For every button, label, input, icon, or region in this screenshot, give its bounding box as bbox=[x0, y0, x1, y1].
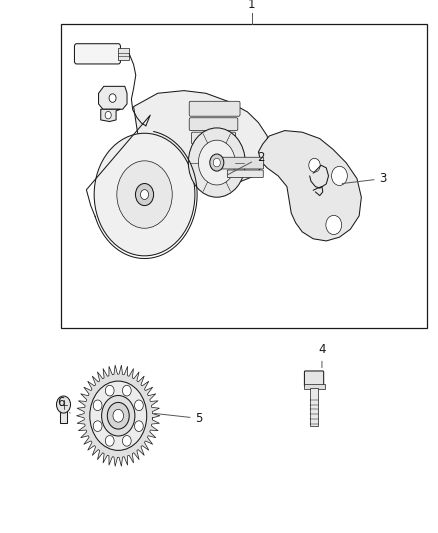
FancyBboxPatch shape bbox=[189, 101, 240, 116]
Bar bbox=[118, 48, 129, 60]
Circle shape bbox=[90, 381, 147, 450]
Circle shape bbox=[105, 111, 111, 119]
Circle shape bbox=[109, 94, 116, 102]
Text: 2: 2 bbox=[228, 151, 265, 175]
Text: 6: 6 bbox=[57, 396, 70, 413]
FancyBboxPatch shape bbox=[227, 170, 263, 177]
FancyBboxPatch shape bbox=[304, 371, 324, 386]
Circle shape bbox=[94, 133, 195, 256]
Circle shape bbox=[135, 183, 154, 206]
Circle shape bbox=[134, 400, 143, 410]
Polygon shape bbox=[77, 365, 160, 466]
Text: 4: 4 bbox=[318, 343, 326, 368]
Circle shape bbox=[210, 154, 224, 171]
FancyBboxPatch shape bbox=[74, 44, 120, 64]
Text: 3: 3 bbox=[342, 172, 387, 185]
Circle shape bbox=[117, 161, 172, 228]
Polygon shape bbox=[258, 131, 361, 241]
Circle shape bbox=[93, 400, 102, 410]
Circle shape bbox=[141, 190, 148, 199]
FancyBboxPatch shape bbox=[218, 157, 264, 169]
FancyBboxPatch shape bbox=[191, 132, 236, 144]
Circle shape bbox=[188, 128, 245, 197]
Circle shape bbox=[93, 421, 102, 432]
Text: 5: 5 bbox=[154, 412, 203, 425]
Text: 1: 1 bbox=[248, 0, 256, 11]
Polygon shape bbox=[99, 86, 127, 109]
Circle shape bbox=[107, 402, 129, 429]
FancyBboxPatch shape bbox=[304, 384, 325, 389]
Bar bbox=[61, 24, 427, 328]
FancyBboxPatch shape bbox=[189, 118, 238, 131]
Circle shape bbox=[102, 395, 135, 436]
Polygon shape bbox=[112, 91, 269, 216]
Circle shape bbox=[134, 421, 143, 432]
Circle shape bbox=[198, 140, 235, 185]
Circle shape bbox=[105, 435, 114, 446]
Circle shape bbox=[123, 435, 131, 446]
Circle shape bbox=[105, 385, 114, 396]
Polygon shape bbox=[101, 109, 120, 122]
Circle shape bbox=[326, 215, 342, 235]
Circle shape bbox=[332, 166, 347, 185]
Circle shape bbox=[57, 396, 71, 413]
FancyBboxPatch shape bbox=[310, 388, 318, 426]
Circle shape bbox=[113, 409, 124, 422]
Circle shape bbox=[309, 158, 320, 172]
Circle shape bbox=[123, 385, 131, 396]
FancyBboxPatch shape bbox=[60, 403, 67, 423]
Circle shape bbox=[213, 158, 220, 167]
